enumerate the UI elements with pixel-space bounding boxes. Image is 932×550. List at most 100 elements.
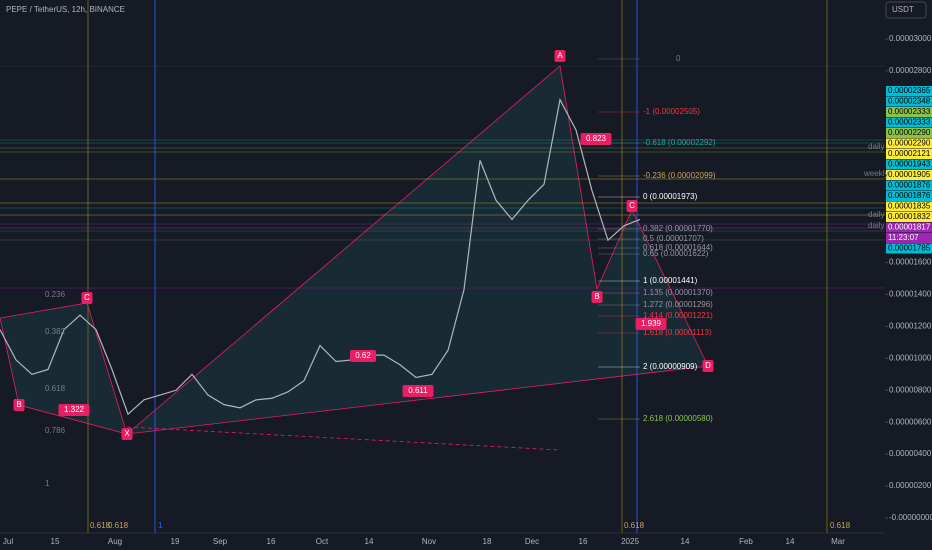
price-tag-label: 0.00002333 (888, 107, 931, 116)
price-tag (886, 159, 932, 170)
price-tag (886, 201, 932, 212)
price-tag-label: 0.00001785 (888, 244, 931, 253)
price-tag-label: 0.00002348 (888, 97, 931, 106)
time-label: 15 (51, 537, 60, 546)
y-tick-label: 0.00000800 (889, 385, 932, 394)
pattern-label: A (557, 51, 563, 60)
pattern-badge (635, 318, 667, 330)
price-tag (886, 107, 932, 117)
y-tick-label: 0.00000600 (889, 417, 932, 426)
price-tag-label: 0.00002290 (888, 128, 931, 137)
time-label: 14 (365, 537, 374, 546)
dashed-line (126, 426, 561, 451)
fib-label: 1.618 (0.00001113) (643, 328, 712, 337)
time-label: 18 (483, 537, 492, 546)
pattern-label: D (705, 361, 711, 370)
price-line (0, 97, 641, 416)
fib-label: 0.65 (0.00001622) (643, 249, 709, 258)
pattern-badge (350, 350, 376, 362)
price-tag-label: 0.00001943 (888, 160, 931, 169)
price-tag-label: 0.00001905 (888, 170, 931, 179)
price-tag (886, 170, 932, 180)
price-tag-label: 0.00002121 (888, 149, 931, 158)
time-label: Sep (213, 537, 228, 546)
price-tag (886, 212, 932, 222)
pattern-badge (13, 399, 25, 411)
y-tick-label: 0.00003000 (889, 34, 932, 43)
fib-label: 0.236 (45, 290, 66, 299)
fib-label: 0.382 (0.00001770) (643, 224, 713, 233)
pattern-badge (58, 404, 90, 416)
pattern-label: B (594, 292, 599, 301)
fib-label: 1 (0.00001441) (643, 276, 698, 285)
fib-label: 0 (0.00001973) (643, 192, 698, 201)
level-label: weekly (863, 169, 888, 178)
price-tag (886, 117, 932, 128)
y-tick-label: 0.00000400 (889, 449, 932, 458)
price-tag (886, 243, 932, 254)
bottom-label: 1 (158, 521, 163, 530)
time-label: 14 (681, 537, 690, 546)
fib-label: 0 (676, 54, 681, 63)
price-tag-label: 0.00001832 (888, 212, 931, 221)
currency-label[interactable]: USDT (892, 5, 914, 14)
time-label: Aug (108, 537, 122, 546)
y-tick-label: -0.00000000 (889, 513, 932, 522)
time-label: Dec (525, 537, 539, 546)
price-tag (886, 96, 932, 107)
pattern-badge (554, 50, 566, 62)
price-tag (886, 138, 932, 149)
y-tick-label: 0.00001600 (889, 258, 932, 267)
fib-label: 2.618 (0.00000580) (643, 414, 713, 423)
fib-label: 0.382 (45, 327, 66, 336)
price-tag-label: 0.00001835 (888, 202, 931, 211)
symbol-title: PEPE / TetherUS, 12h, BINANCE (6, 5, 125, 14)
fib-label: -1 (0.00002505) (643, 107, 700, 116)
pattern-label: X (124, 429, 130, 438)
time-label: Mar (831, 537, 845, 546)
pattern-badge (81, 292, 93, 304)
pattern-label: 0.823 (586, 134, 607, 143)
currency-button[interactable] (885, 1, 927, 19)
time-label: Nov (422, 537, 436, 546)
time-label: 2025 (621, 537, 639, 546)
fib-label: 0.618 (45, 384, 66, 393)
time-label: 16 (267, 537, 276, 546)
pattern-label: C (629, 201, 635, 210)
bottom-label: 0.618 (830, 521, 851, 530)
pattern-badge (402, 385, 434, 397)
y-tick-label: 0.00000200 (889, 481, 932, 490)
pattern-badge (580, 133, 612, 145)
fib-label: 0.5 (0.00001707) (643, 234, 704, 243)
time-label: 14 (786, 537, 795, 546)
price-tag-label: 0.00002333 (888, 118, 931, 127)
time-label: 19 (171, 537, 180, 546)
bottom-label: 0.618 (624, 521, 645, 530)
fib-label: 1.272 (0.00001296) (643, 300, 713, 309)
price-tag-label: 0.00001876 (888, 181, 931, 190)
price-tag (886, 86, 932, 96)
price-tag (886, 128, 932, 138)
fib-label: 0.618 (0.00001644) (643, 243, 713, 252)
pattern-label: 0.611 (408, 386, 428, 395)
time-label: Jul (3, 537, 13, 546)
pattern-label: 1.322 (64, 405, 85, 414)
time-label: Feb (739, 537, 753, 546)
price-tag-label: 11:23:07 (888, 233, 919, 242)
pattern-label: 1.939 (641, 319, 662, 328)
y-tick-label: 0.00001400 (889, 290, 932, 299)
price-tag (886, 233, 932, 243)
pattern-label: 0.62 (355, 351, 371, 360)
price-tag-label: 0.00001876 (888, 191, 931, 200)
pattern-label: B (16, 400, 21, 409)
fib-label: 0.786 (45, 426, 66, 435)
pattern-badge (591, 291, 603, 303)
fib-label: -0.236 (0.00002099) (643, 171, 716, 180)
level-label: daily (868, 210, 884, 219)
y-tick-label: 0.00001000 (889, 353, 932, 362)
time-label: 16 (579, 537, 588, 546)
fib-label: 1 (45, 479, 50, 488)
price-tag-label: 0.00002365 (888, 86, 931, 95)
y-tick-label: 0.00002800 (889, 66, 932, 75)
